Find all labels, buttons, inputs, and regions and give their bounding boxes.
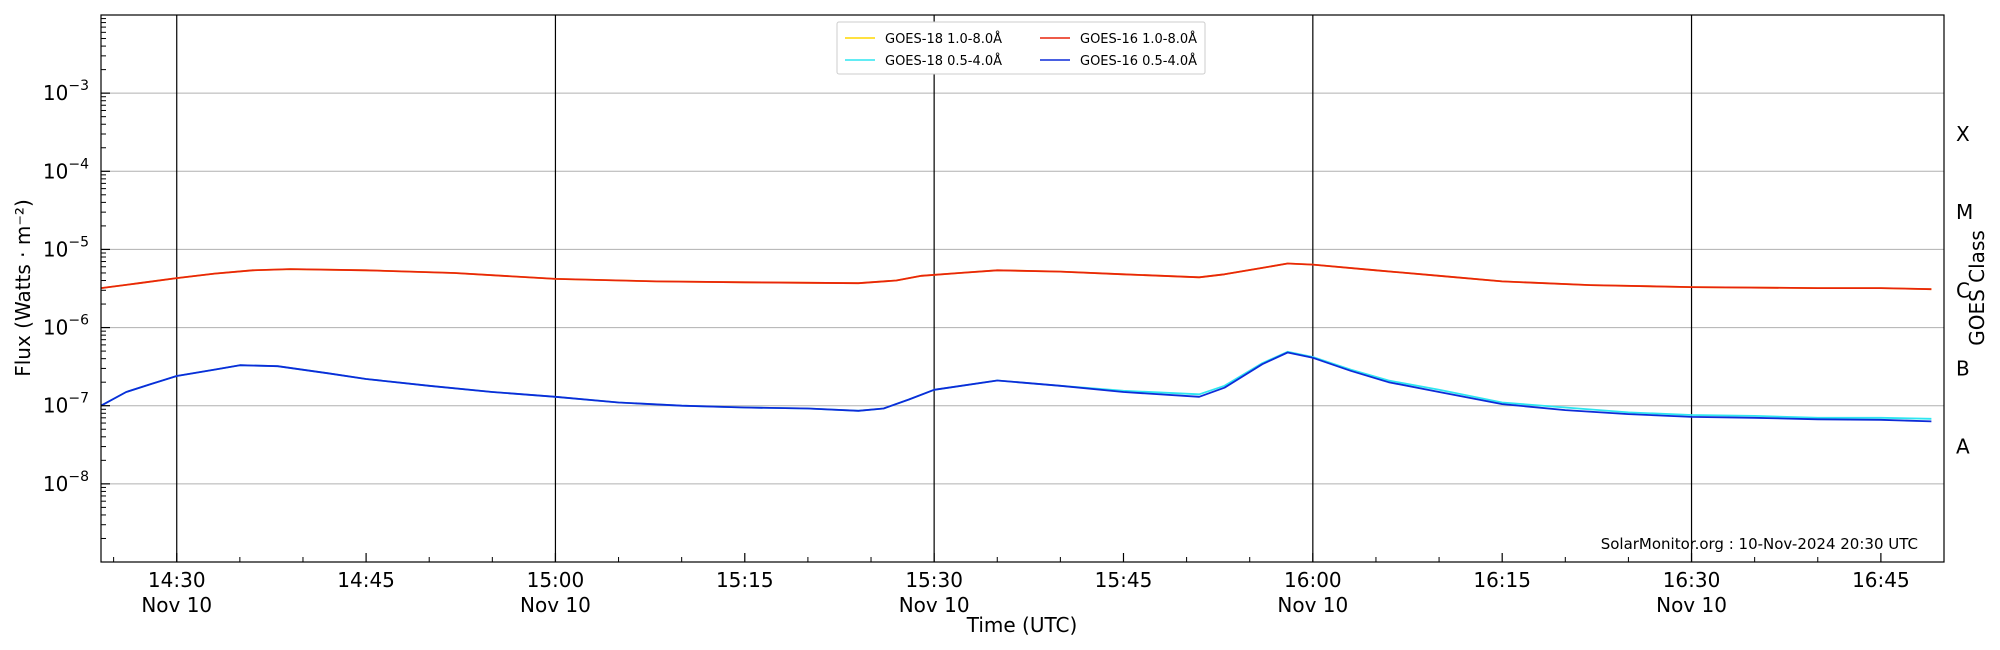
series-line-1 xyxy=(100,262,1932,291)
x-tick-date-label: Nov 10 xyxy=(520,593,591,617)
legend-entry: GOES-18 1.0-8.0Å xyxy=(885,31,1002,47)
x-tick-date-label: Nov 10 xyxy=(1277,593,1348,617)
goes-class-labels: A B C M X xyxy=(1956,122,1973,459)
x-tick-date-label: Nov 10 xyxy=(141,593,212,617)
goes-class-label: C xyxy=(1956,278,1970,302)
plot-frame xyxy=(100,14,1945,563)
y-tick-label: 10−7 xyxy=(43,391,89,418)
x-tick-label: 15:15 xyxy=(716,568,774,592)
x-tick-label: 16:15 xyxy=(1473,568,1531,592)
x-tick-label: 14:45 xyxy=(337,568,395,592)
y-tick-label: 10−8 xyxy=(43,469,89,496)
x-axis-title: Time (UTC) xyxy=(966,613,1078,637)
legend-box xyxy=(836,21,1206,75)
y2-axis-title: GOES Class xyxy=(1965,230,1989,346)
goes-class-label: X xyxy=(1956,122,1970,146)
legend-entry: GOES-16 1.0-8.0Å xyxy=(1080,31,1197,47)
goes-class-label: M xyxy=(1956,200,1973,224)
horizontal-grid xyxy=(101,92,1944,485)
axis-ticks xyxy=(101,18,1945,562)
x-tick-label: 14:30 xyxy=(148,568,206,592)
day-boundary-lines xyxy=(176,15,1693,562)
goes-class-label: B xyxy=(1956,356,1970,380)
y-tick-label: 10−4 xyxy=(43,156,89,183)
series-line-3 xyxy=(100,351,1932,423)
y-tick-label: 10−6 xyxy=(43,313,89,340)
x-tick-date-label: Nov 10 xyxy=(1656,593,1727,617)
y-tick-label: 10−5 xyxy=(43,234,89,261)
x-tick-label: 15:30 xyxy=(905,568,963,592)
x-tick-date-label: Nov 10 xyxy=(899,593,970,617)
x-tick-label: 15:45 xyxy=(1095,568,1153,592)
legend: GOES-18 1.0-8.0Å GOES-18 0.5-4.0Å GOES-16 … xyxy=(836,21,1206,75)
x-tick-label: 16:45 xyxy=(1852,568,1910,592)
legend-entry: GOES-18 0.5-4.0Å xyxy=(885,53,1002,69)
goes-class-label: A xyxy=(1956,435,1970,459)
y-tick-label: 10−3 xyxy=(43,78,89,105)
series-lines xyxy=(100,262,1932,423)
credit-text: SolarMonitor.org : 10-Nov-2024 20:30 UTC xyxy=(1601,535,1918,553)
x-tick-label: 16:00 xyxy=(1284,568,1342,592)
y-axis-title: Flux (Watts · m⁻²) xyxy=(11,199,35,377)
legend-entry: GOES-16 0.5-4.0Å xyxy=(1080,53,1197,69)
x-tick-label: 15:00 xyxy=(527,568,585,592)
x-tick-label: 16:30 xyxy=(1663,568,1721,592)
